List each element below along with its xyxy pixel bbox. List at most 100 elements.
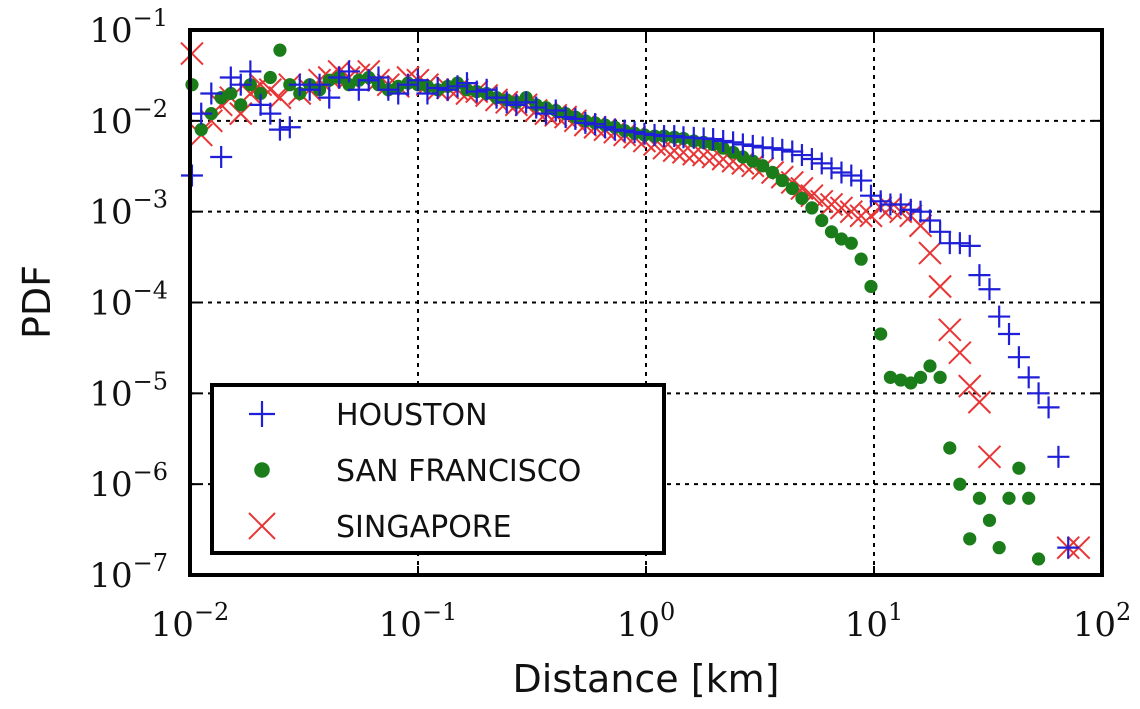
data-point-houston — [790, 144, 813, 167]
data-point-houston — [259, 102, 282, 125]
data-point-houston — [249, 93, 272, 116]
data-point-houston — [534, 102, 557, 125]
data-point-houston — [1027, 382, 1050, 405]
data-point-houston — [446, 75, 469, 98]
data-point-san-francisco — [933, 370, 947, 384]
data-point-san-francisco — [953, 477, 967, 491]
y-tick-exponent: −5 — [133, 367, 168, 395]
data-point-san-francisco — [894, 373, 908, 387]
data-point-san-francisco — [1012, 461, 1026, 475]
data-point-san-francisco — [1022, 491, 1036, 505]
data-point-houston — [958, 234, 981, 257]
y-tick-label: 10−5 — [89, 367, 168, 414]
data-point-houston — [781, 140, 804, 163]
data-point-houston — [298, 78, 321, 101]
data-point-houston — [377, 78, 400, 101]
data-point-houston — [436, 78, 459, 101]
data-point-san-francisco — [273, 43, 287, 57]
y-tick-exponent: −1 — [133, 4, 168, 32]
data-point-san-francisco — [746, 154, 760, 168]
grid — [190, 30, 1102, 575]
data-point-singapore — [928, 274, 952, 299]
data-point-houston — [722, 131, 745, 154]
data-point-houston — [978, 278, 1001, 301]
data-point-houston — [840, 164, 863, 187]
data-point-san-francisco — [992, 541, 1006, 555]
y-tick-label: 10−1 — [89, 4, 168, 51]
data-point-san-francisco — [224, 86, 238, 101]
data-point-san-francisco — [775, 173, 789, 188]
y-tick-exponent: −2 — [133, 95, 168, 123]
data-point-houston — [347, 78, 370, 101]
data-point-houston — [918, 209, 941, 232]
x-tick-base: 10 — [617, 605, 660, 645]
data-point-houston — [387, 82, 410, 105]
data-point-singapore — [790, 176, 814, 201]
data-point-houston — [761, 137, 784, 160]
data-point-san-francisco — [844, 236, 858, 250]
data-point-singapore — [229, 101, 253, 126]
series-houston — [180, 60, 1080, 559]
data-point-san-francisco — [253, 86, 268, 101]
data-point-houston — [406, 69, 429, 92]
y-tick-base: 10 — [89, 102, 132, 142]
data-point-houston — [899, 198, 922, 221]
x-tick-exponent: −1 — [422, 598, 457, 626]
data-point-houston — [771, 138, 794, 161]
legend: HOUSTON SAN FRANCISCO SINGAPORE — [210, 383, 666, 555]
data-point-houston — [564, 107, 587, 130]
y-axis-title: PDF — [15, 265, 59, 339]
y-tick-label: 10−6 — [89, 458, 168, 505]
x-tick-base: 10 — [1073, 605, 1116, 645]
data-point-houston — [1057, 536, 1080, 559]
x-tick-exponent: 1 — [888, 598, 903, 626]
data-point-houston — [712, 129, 735, 152]
data-point-houston — [495, 91, 518, 114]
y-tick-base: 10 — [89, 556, 132, 596]
data-point-singapore — [948, 341, 972, 365]
y-tick-base: 10 — [89, 11, 132, 51]
x-tick-exponent: 2 — [1116, 598, 1131, 626]
data-point-singapore — [938, 318, 962, 342]
data-point-houston — [465, 80, 488, 103]
data-point-houston — [623, 121, 646, 144]
data-point-houston — [643, 123, 666, 146]
data-point-san-francisco — [765, 165, 780, 180]
y-tick-label: 10−7 — [89, 549, 168, 596]
data-point-houston — [525, 96, 548, 119]
data-point-houston — [397, 73, 420, 96]
data-point-singapore — [918, 241, 942, 265]
data-point-houston — [663, 125, 686, 148]
data-point-san-francisco — [904, 376, 918, 390]
data-point-san-francisco — [923, 359, 937, 373]
x-tick-label: 102 — [1073, 598, 1132, 645]
legend-label-san-francisco: SAN FRANCISCO — [336, 454, 581, 489]
data-point-houston — [702, 128, 725, 151]
x-tick-label: 100 — [617, 598, 676, 645]
data-point-houston — [278, 116, 301, 139]
data-point-houston — [594, 116, 617, 139]
data-point-houston — [515, 91, 538, 114]
legend-marker-houston — [249, 401, 275, 427]
data-point-houston — [268, 118, 291, 141]
x-tick-label: 10−1 — [379, 598, 458, 645]
y-tick-base: 10 — [89, 374, 132, 414]
data-point-houston — [239, 60, 262, 83]
data-point-singapore — [958, 374, 982, 398]
data-point-houston — [909, 200, 932, 223]
y-tick-label: 10−4 — [89, 277, 168, 324]
y-tick-labels: 10−110−210−310−410−510−610−7 — [89, 4, 168, 596]
legend-label-houston: HOUSTON — [336, 398, 488, 433]
y-tick-base: 10 — [89, 193, 132, 233]
data-point-houston — [633, 122, 656, 145]
data-point-houston — [741, 134, 764, 157]
data-point-san-francisco — [815, 213, 829, 228]
data-point-houston — [968, 264, 991, 287]
data-point-houston — [1007, 346, 1030, 369]
data-point-san-francisco — [736, 150, 750, 164]
data-point-houston — [416, 82, 439, 105]
data-point-houston — [308, 73, 331, 96]
data-point-san-francisco — [943, 441, 957, 455]
